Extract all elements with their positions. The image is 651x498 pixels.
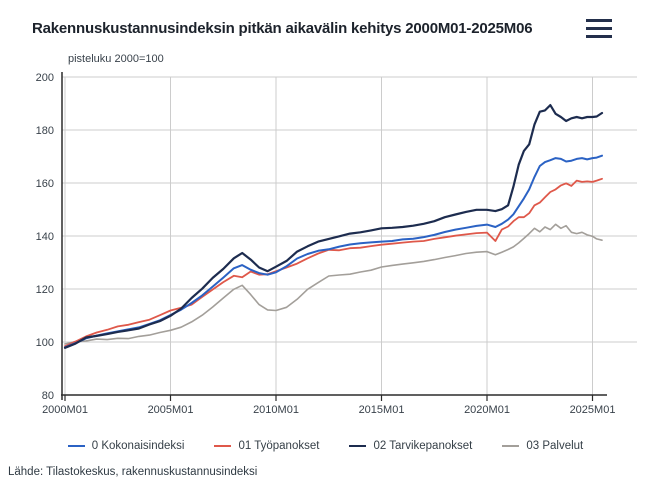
legend-swatch-icon <box>214 445 232 447</box>
line-chart: 80 100 120 140 160 180 200 2000M01 2005M01 2010M0… <box>36 72 637 416</box>
y-tick-label: 160 <box>36 178 54 190</box>
legend-label: 03 Palvelut <box>526 440 584 452</box>
chart-menu-button[interactable] <box>586 19 612 38</box>
hamburger-icon <box>586 19 612 22</box>
x-tick-label: 2015M01 <box>359 404 405 416</box>
y-tick-label: 120 <box>36 284 54 296</box>
y-tick-label: 180 <box>36 125 54 137</box>
chart-title: Rakennuskustannusindeksin pitkän aikaväl… <box>32 20 533 37</box>
series-line-4 <box>64 223 603 345</box>
hamburger-icon <box>586 27 612 30</box>
source-note: Lähde: Tilastokeskus, rakennuskustannusi… <box>8 466 258 478</box>
x-tick-label: 2025M01 <box>570 404 616 416</box>
legend-label: 0 Kokonaisindeksi <box>91 440 185 452</box>
x-tick-label: 2005M01 <box>148 404 194 416</box>
x-tick-label: 2020M01 <box>464 404 510 416</box>
legend-label: 01 Työpanokset <box>238 440 320 452</box>
legend-item-1[interactable]: 0 Kokonaisindeksi <box>67 440 185 452</box>
legend-swatch-icon <box>67 445 85 447</box>
hamburger-icon <box>586 35 612 38</box>
legend-item-3[interactable]: 02 Tarvikepanokset <box>349 440 472 452</box>
legend-item-4[interactable]: 03 Palvelut <box>502 440 583 452</box>
series-line-3 <box>63 103 604 349</box>
x-tick-label: 2010M01 <box>253 404 299 416</box>
legend-label: 02 Tarvikepanokset <box>373 440 473 452</box>
y-tick-label: 140 <box>36 231 54 243</box>
legend: 0 Kokonaisindeksi 01 Työpanokset 02 Tarvik… <box>0 440 651 452</box>
legend-item-2[interactable]: 01 Työpanokset <box>214 440 319 452</box>
x-tick-label: 2000M01 <box>42 404 88 416</box>
series-line-2 <box>64 177 603 348</box>
legend-swatch-icon <box>502 445 520 447</box>
y-axis-unit-label: pisteluku 2000=100 <box>68 53 164 65</box>
y-tick-label: 80 <box>42 390 54 402</box>
legend-swatch-icon <box>349 445 367 447</box>
y-tick-label: 100 <box>36 337 54 349</box>
series-line-1 <box>64 154 603 349</box>
y-tick-label: 200 <box>36 72 54 84</box>
